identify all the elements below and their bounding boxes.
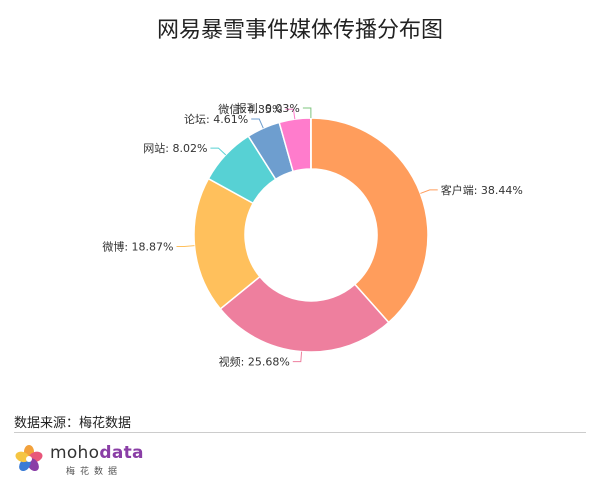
slice-leader-line-3 — [210, 147, 227, 156]
mohodata-flower-logo-icon — [15, 445, 43, 472]
slice-leader-line-1 — [292, 351, 303, 363]
slice-leader-line-6 — [302, 107, 312, 119]
footer-divider — [14, 432, 586, 433]
slice-label-1: 视频: 25.68% — [219, 355, 290, 369]
slice-leader-line-0 — [420, 189, 438, 194]
data-source-note: 数据来源：梅花数据 — [14, 416, 132, 431]
brand-name-part1: moho — [50, 443, 100, 463]
donut-slice-1 — [219, 275, 390, 353]
slice-label-5: 微信: 4.35% — [218, 102, 282, 116]
slice-leader-line-2 — [176, 245, 195, 248]
brand-name: mohodata — [50, 443, 144, 463]
slice-leader-line-4 — [251, 118, 264, 129]
brand-tagline: 梅花数据 — [66, 467, 123, 477]
chart-title: 网易暴雪事件媒体传播分布图 — [156, 18, 443, 43]
donut-slice-0 — [310, 117, 429, 324]
slice-label-4: 论坛: 4.61% — [184, 112, 248, 126]
slice-label-2: 微博: 18.87% — [102, 240, 173, 254]
donut-chart: 客户端: 38.44% 视频: 25.68% 微博: 18.87% 网站: 8.02%… — [102, 101, 523, 369]
slice-label-0: 客户端: 38.44% — [441, 183, 523, 197]
slice-label-6: 报刊: 0.03% — [236, 101, 300, 115]
brand-logo: mohodata 梅花数据 — [14, 442, 214, 477]
slice-leader-line-5 — [285, 108, 296, 120]
brand-name-part2: data — [99, 443, 144, 463]
slice-label-3: 网站: 8.02% — [143, 141, 207, 155]
